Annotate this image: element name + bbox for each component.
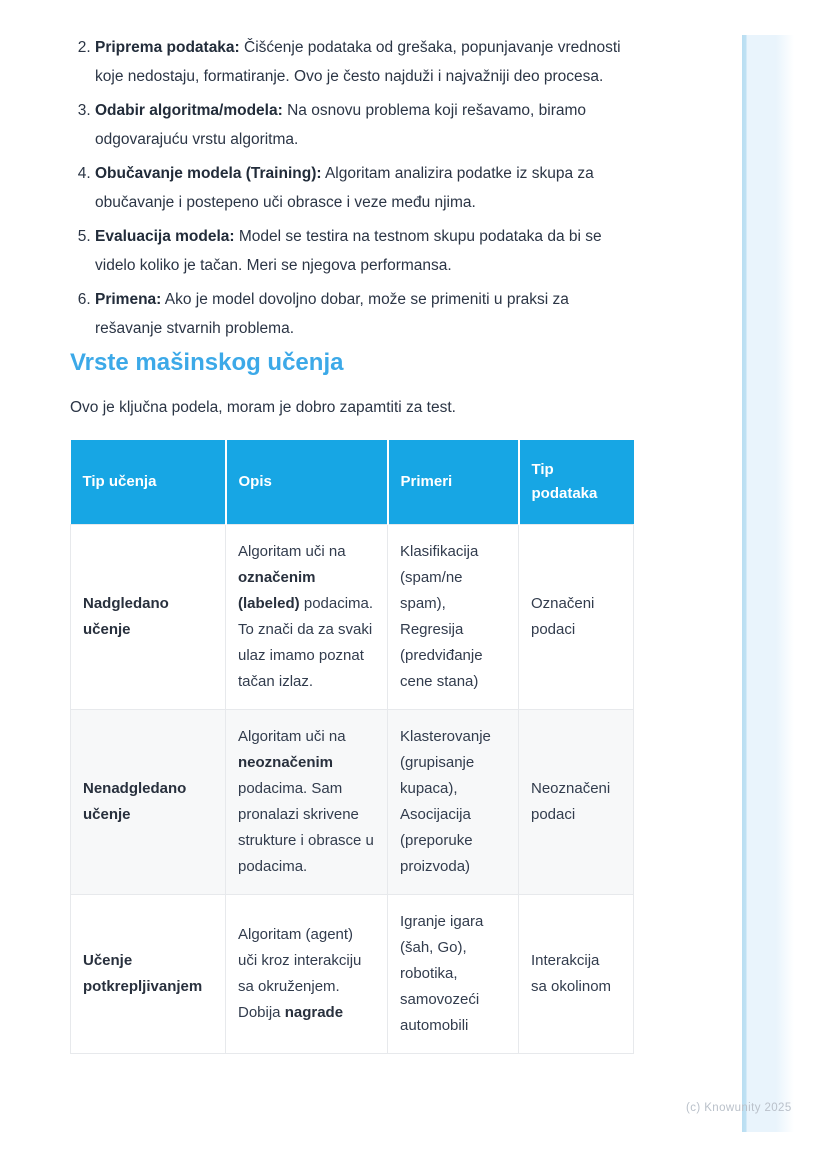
table-row: Učenje potkrepljivanjem Algoritam (agent)… (70, 893, 634, 1054)
list-item: Obučavanje modela (Training): Algoritam … (95, 159, 634, 217)
intro-paragraph: Ovo je ključna podela, moram je dobro za… (70, 399, 456, 416)
watermark: (c) Knowunity 2025 (686, 1102, 792, 1114)
table-cell: Igranje igara (šah, Go), robotika, samov… (387, 893, 519, 1054)
table-cell: Nenadgledano učenje (70, 708, 226, 895)
list-item: Odabir algoritma/modela: Na osnovu probl… (95, 96, 634, 154)
section-heading: Vrste mašinskog učenja (70, 349, 344, 376)
header-cell-opis: Opis (224, 440, 388, 524)
list-item: Primena: Ako je model dovoljno dobar, mo… (95, 285, 634, 343)
list-item: Evaluacija modela: Model se testira na t… (95, 222, 634, 280)
table-cell: Klasifikacija (spam/ne spam), Regresija … (387, 523, 519, 710)
table-cell: Nadgledano učenje (70, 523, 226, 710)
list-item-text: Ako je model dovoljno dobar, može se pri… (95, 291, 569, 337)
table-cell: Algoritam (agent) uči kroz interakciju s… (225, 893, 388, 1054)
ml-types-table: Tip učenja Opis Primeri Tip podataka Nad… (70, 440, 634, 1054)
document-content: Priprema podataka: Čišćenje podataka od … (70, 33, 634, 1105)
table-body: Nadgledano učenje Algoritam uči na označe… (70, 523, 634, 1054)
list-item-label: Primena: (95, 291, 162, 308)
page-edge-strip (742, 35, 794, 1132)
list-item-label: Priprema podataka: (95, 39, 240, 56)
table-cell: Učenje potkrepljivanjem (70, 893, 226, 1054)
list-item-text: Čišćenje podataka od grešaka, popunjavan… (95, 39, 621, 85)
table-cell: Klasterovanje (grupisanje kupaca), Asoci… (387, 708, 519, 895)
ml-process-list: Priprema podataka: Čišćenje podataka od … (70, 33, 634, 343)
table-cell: Neoznačeni podaci (518, 708, 634, 895)
list-item-label: Evaluacija modela: (95, 228, 235, 245)
list-item-label: Odabir algoritma/modela: (95, 102, 283, 119)
table-cell: Označeni podaci (518, 523, 634, 710)
table-clip-region: Tip učenja Opis Primeri Tip podataka Nad… (70, 440, 634, 1105)
list-item-text: Model se testira na testnom skupu podata… (95, 228, 602, 274)
table-cell: Interakcija sa okolinom (518, 893, 634, 1054)
table-header-row: Tip učenja Opis Primeri Tip podataka (70, 440, 634, 524)
list-item-text: Na osnovu problema koji rešavamo, biramo… (95, 102, 587, 148)
table-row: Nenadgledano učenje Algoritam uči na neoz… (70, 708, 634, 895)
list-item: Priprema podataka: Čišćenje podataka od … (95, 33, 634, 91)
list-item-label: Obučavanje modela (Training): (95, 165, 322, 182)
table-cell: Algoritam uči na neoznačenim podacima. S… (225, 708, 388, 895)
list-item-text: Algoritam analizira podatke iz skupa za … (95, 165, 594, 211)
header-cell-tip-podataka: Tip podataka (517, 440, 634, 524)
header-cell-primeri: Primeri (386, 440, 519, 524)
table-row: Nadgledano učenje Algoritam uči na označe… (70, 523, 634, 710)
table-cell: Algoritam uči na označenim (labeled) pod… (225, 523, 388, 710)
header-cell-tip-ucenja: Tip učenja (70, 440, 226, 524)
